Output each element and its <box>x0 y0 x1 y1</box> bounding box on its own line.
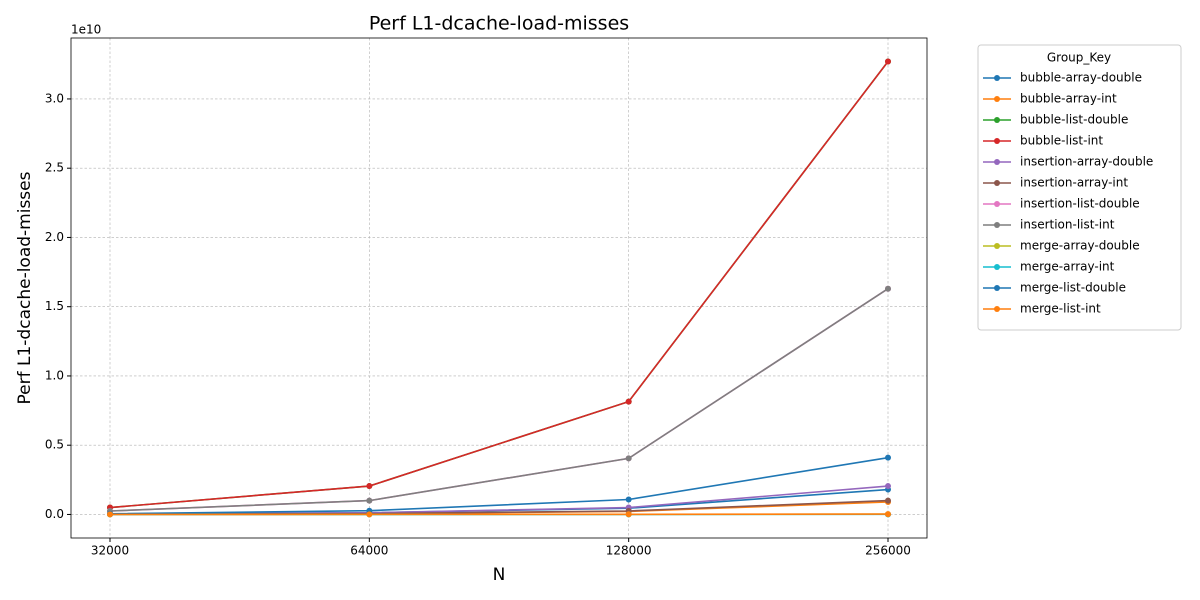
legend-label: insertion-array-double <box>1020 155 1153 169</box>
data-point <box>107 511 113 518</box>
legend-marker <box>994 138 1000 144</box>
series-line <box>109 288 889 512</box>
data-point <box>885 483 891 490</box>
data-point <box>885 511 891 518</box>
legend-marker <box>994 285 1000 291</box>
data-point <box>366 483 373 490</box>
x-tick-label: 64000 <box>350 544 388 558</box>
x-tick-label: 256000 <box>865 544 911 558</box>
data-point <box>625 511 632 518</box>
plot-frame <box>70 37 928 539</box>
legend-marker <box>994 306 1000 312</box>
legend-label: merge-list-double <box>1020 281 1126 295</box>
legend-marker <box>994 243 1000 249</box>
y-tick-label: 0.5 <box>45 438 64 452</box>
legend-title: Group_Key <box>1047 51 1111 65</box>
data-point <box>625 398 632 405</box>
legend-label: insertion-array-int <box>1020 176 1128 190</box>
data-point <box>625 496 632 503</box>
data-point <box>885 285 891 292</box>
x-tick-label: 32000 <box>91 544 129 558</box>
legend-marker <box>994 222 1000 228</box>
legend-marker <box>994 159 1000 165</box>
series-line <box>109 456 889 515</box>
data-point <box>885 58 891 65</box>
legend-label: insertion-list-double <box>1020 197 1140 211</box>
y-axis-label: Perf L1-dcache-load-misses <box>15 171 35 404</box>
data-point <box>625 455 632 462</box>
data-point <box>885 454 891 461</box>
legend-label: bubble-list-int <box>1020 134 1103 148</box>
series-line <box>109 61 889 509</box>
y-tick-label: 2.0 <box>45 230 64 244</box>
data-point <box>885 497 891 504</box>
data-point <box>366 511 373 518</box>
legend-label: merge-array-int <box>1020 260 1115 274</box>
legend-label: merge-list-int <box>1020 302 1101 316</box>
y-tick-label: 2.5 <box>45 161 64 175</box>
legend-label: insertion-list-int <box>1020 218 1115 232</box>
legend-marker <box>994 264 1000 270</box>
legend-marker <box>994 180 1000 186</box>
legend-marker <box>994 201 1000 207</box>
legend-label: bubble-array-int <box>1020 92 1117 106</box>
legend-marker <box>994 75 1000 81</box>
legend-box <box>977 44 1182 331</box>
legend-label: bubble-list-double <box>1020 113 1128 127</box>
chart-title: Perf L1-dcache-load-misses <box>369 13 629 35</box>
y-offset-label: 1e10 <box>71 23 101 37</box>
legend-marker <box>994 96 1000 102</box>
legend-marker <box>994 117 1000 123</box>
y-tick-label: 1.5 <box>45 299 64 313</box>
legend-label: bubble-array-double <box>1020 71 1142 85</box>
x-axis-label: N <box>493 565 506 585</box>
y-tick-label: 1.0 <box>45 368 64 382</box>
y-tick-label: 0.0 <box>45 507 64 521</box>
y-tick-label: 3.0 <box>45 91 64 105</box>
x-tick-label: 128000 <box>606 544 652 558</box>
data-point <box>366 497 373 504</box>
legend-label: merge-array-double <box>1020 239 1140 253</box>
